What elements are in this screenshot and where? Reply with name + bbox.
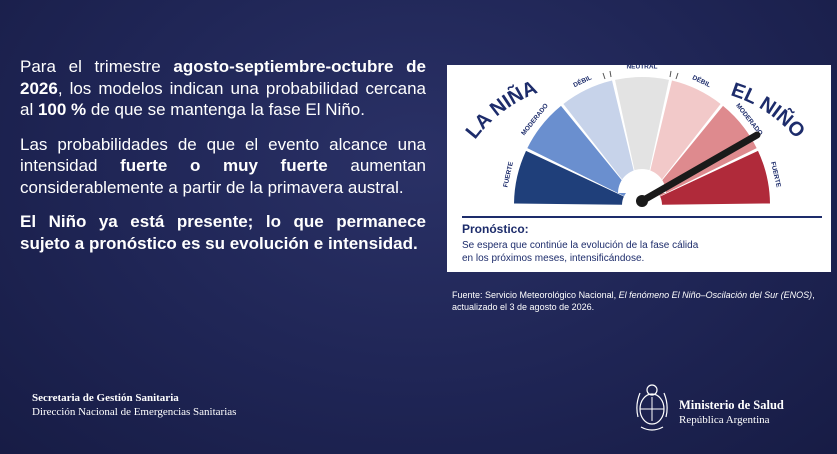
ministerio-name: Ministerio de Salud: [679, 398, 784, 412]
pronostico-title: Pronóstico:: [462, 222, 529, 236]
sector-debil-nina: [563, 80, 638, 190]
label-fuerte-nina: FUERTE: [502, 160, 515, 188]
label-neutral: NEUTRAL: [626, 65, 657, 71]
label-fuerte-nino: FUERTE: [769, 161, 782, 189]
coat-of-arms-icon: [636, 384, 668, 431]
conclusion-text: El Niño ya está presente; lo que permane…: [20, 212, 426, 253]
paragraph-conclusion: El Niño ya está presente; lo que permane…: [20, 211, 426, 254]
ministerio-block: Ministerio de Salud República Argentina: [679, 398, 784, 427]
highlight-period: agosto-septiembre-octubre de 2026: [20, 57, 426, 98]
text: de que se mantenga la fase El Niño.: [86, 100, 365, 119]
secretaria-block: Secretaria de Gestión Sanitaria Direcció…: [32, 391, 236, 419]
main-text: Para el trimestre agosto-septiembre-octu…: [20, 56, 426, 267]
enso-gauge: FUERTEMODERADODÉBILNEUTRALDÉBILMODERADOF…: [462, 65, 809, 207]
pronostico-line-1: Se espera que continúe la evolución de l…: [462, 240, 699, 251]
source-note: Fuente: Servicio Meteorológico Nacional,…: [452, 289, 828, 313]
label-debil-nina: DÉBIL: [571, 73, 593, 90]
pronostico-text: Se espera que continúe la evolución de l…: [462, 239, 822, 265]
text: , los modelos indican una probabilidad c…: [20, 78, 426, 120]
sector-moderado-nino: [654, 105, 757, 197]
sector-fuerte-nina: [514, 150, 624, 205]
text: aumentan considerablemente a partir de l…: [20, 156, 426, 197]
sector-moderado-nina: [527, 105, 630, 197]
text: Para el trimestre: [20, 57, 174, 76]
direccion-name: Dirección Nacional de Emergencias Sanita…: [32, 406, 237, 418]
pronostico-box: Pronóstico: Se espera que continúe la ev…: [462, 216, 822, 270]
republica-name: República Argentina: [679, 414, 770, 426]
tick-marks: [602, 70, 679, 80]
sector-fuerte-nino: [660, 150, 770, 205]
text: , actualizado el 3 de agosto de 2026.: [452, 290, 815, 312]
paragraph-forecast: Para el trimestre agosto-septiembre-octu…: [20, 56, 426, 121]
gauge-needle: [638, 131, 761, 205]
sector-debil-nino: [646, 80, 721, 190]
secretaria-name: Secretaria de Gestión Sanitaria: [32, 392, 179, 404]
text: Fuente: Servicio Meteorológico Nacional,: [452, 290, 619, 300]
needle-hub: [636, 195, 648, 207]
text: Las probabilidades de que el evento alca…: [20, 134, 426, 176]
highlight-probability: 100 %: [37, 100, 87, 119]
enso-gauge-card: FUERTE MODERADO DÉBIL NEUTRAL DÉBIL MODERADO F…: [447, 65, 831, 272]
highlight-intensity: fuerte o muy fuerte: [120, 156, 328, 175]
label-debil-nino: DÉBIL: [691, 73, 713, 90]
sector-neutral: [615, 77, 669, 186]
pronostico-line-2: en los próximos meses, intensificándose.: [462, 253, 645, 264]
source-title: El fenómeno El Niño–Oscilación del Sur (…: [618, 290, 813, 300]
paragraph-intensity: Las probabilidades de que el evento alca…: [20, 134, 426, 199]
gauge-hub-cover: [618, 169, 666, 193]
